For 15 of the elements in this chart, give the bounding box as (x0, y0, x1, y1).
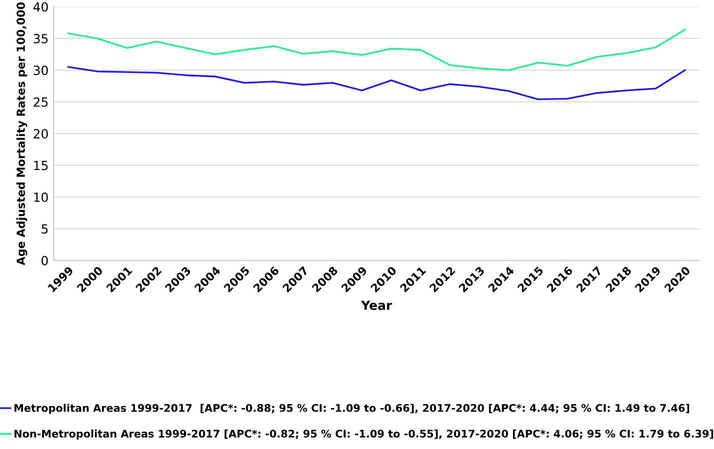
legend-label: Non-Metropolitan Areas 1999-2017 [APC*: -0.82; 95 % CI: -1.09 to -0.55], 2017-2020 [APC*: 4.06; 95 % CI: 1.79 to 6.39] (14, 430, 714, 440)
y-tick-label: 20 (34, 129, 48, 139)
y-tick-label: 5 (42, 224, 48, 234)
y-tick-label: 25 (34, 97, 48, 107)
line-series (67, 28, 686, 71)
y-tick-label: 15 (34, 160, 48, 170)
line-series (67, 66, 686, 100)
y-tick-label: 40 (33, 2, 48, 12)
y-tick-label: 30 (34, 66, 48, 76)
legend-label: Metropolitan Areas 1999-2017 [APC*: -0.88; 95 % CI: -1.09 to -0.66], 2017-2020 [APC*: 4.44; 95 % CI: 1.49 to 7.46] (14, 404, 690, 414)
y-tick-label: 10 (34, 192, 48, 202)
x-axis-title: Year (361, 300, 392, 310)
y-tick-label: 35 (34, 34, 48, 44)
y-tick-label: 0 (42, 256, 48, 266)
y-axis-title: Age Adjusted Mortality Rates per 100,000 (16, 2, 28, 266)
